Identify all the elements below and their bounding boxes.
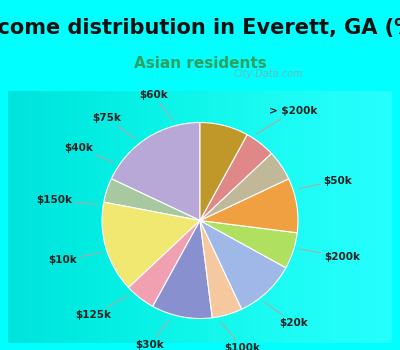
Wedge shape <box>200 122 247 220</box>
Wedge shape <box>200 179 298 233</box>
Wedge shape <box>200 220 242 318</box>
Text: > $200k: > $200k <box>256 106 318 134</box>
Text: Asian residents: Asian residents <box>134 56 266 70</box>
Wedge shape <box>104 179 200 220</box>
Text: $50k: $50k <box>299 176 352 189</box>
Text: $150k: $150k <box>36 195 98 205</box>
Wedge shape <box>200 220 297 268</box>
Text: $20k: $20k <box>264 302 308 328</box>
Wedge shape <box>102 202 200 288</box>
Text: Income distribution in Everett, GA (%): Income distribution in Everett, GA (%) <box>0 18 400 38</box>
Wedge shape <box>200 220 286 309</box>
Text: $60k: $60k <box>139 90 173 120</box>
Text: $10k: $10k <box>48 252 101 265</box>
Wedge shape <box>200 153 289 220</box>
Text: $125k: $125k <box>76 295 128 320</box>
Wedge shape <box>153 220 212 318</box>
Text: $200k: $200k <box>300 249 360 261</box>
Wedge shape <box>200 135 272 220</box>
Text: $30k: $30k <box>135 320 170 350</box>
Wedge shape <box>128 220 200 306</box>
Text: $100k: $100k <box>221 322 260 350</box>
Text: $40k: $40k <box>64 143 114 163</box>
Text: $75k: $75k <box>92 113 136 139</box>
Wedge shape <box>111 122 200 220</box>
Text: City-Data.com: City-Data.com <box>233 69 303 79</box>
